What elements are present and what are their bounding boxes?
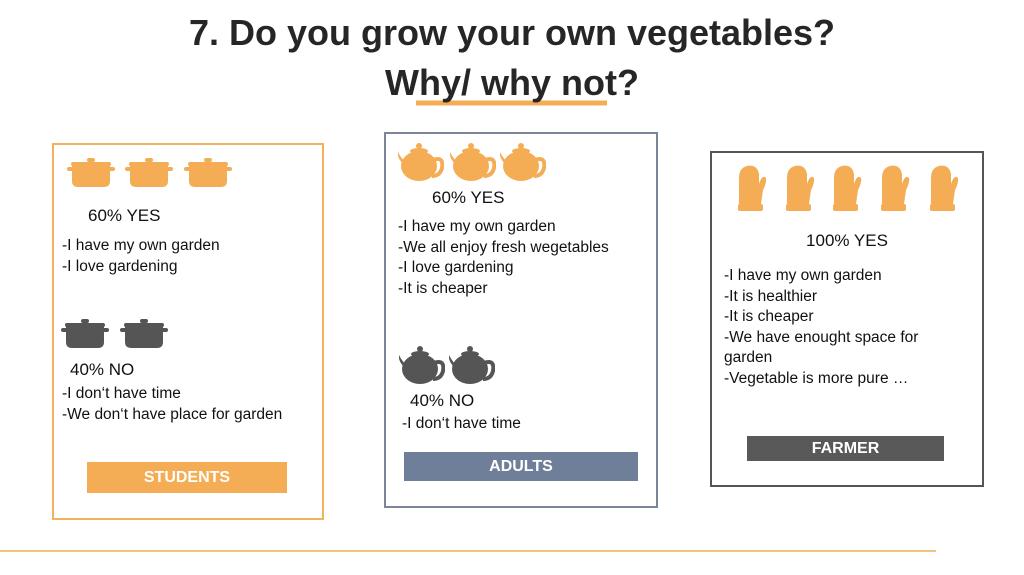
reason: -I don‘t have time <box>402 415 521 432</box>
no-percent: 40% NO <box>70 360 135 379</box>
title: 7. Do you grow your own vegetables? <box>188 12 836 53</box>
reason: -I have my own garden <box>62 237 220 254</box>
yes-percent: 100% YES <box>806 231 888 250</box>
reason: -I love gardening <box>398 259 514 276</box>
reason: -We don‘t have place for garden <box>62 405 283 423</box>
adults-panel <box>384 132 658 508</box>
reason: -We have enought space for garden <box>724 328 919 367</box>
reason: -We all enjoy fresh wegetables <box>398 238 609 256</box>
reason: -I love gardening <box>62 257 178 275</box>
reason: -Vegetable is more pure … <box>724 369 909 387</box>
no-percent: 40% NO <box>410 391 475 410</box>
yes-percent: 60% YES <box>432 188 505 207</box>
reason-list: -I have my own garden -We all enjoy fresh… <box>398 217 609 299</box>
farmer-panel <box>710 151 984 487</box>
reason: -I have my own garden <box>398 218 556 235</box>
students-panel <box>52 143 324 520</box>
group-label: ADULTS <box>404 452 638 481</box>
reason-list: -I have my own garden -I love gardening <box>62 236 220 277</box>
reason: -It is cheaper <box>398 279 488 297</box>
reason: -It is cheaper <box>724 308 814 325</box>
group-label: STUDENTS <box>87 462 287 493</box>
reason-list: -I have my own garden -It is healthier -It… <box>724 266 964 389</box>
group-label: FARMER <box>747 436 944 461</box>
reason-list: -I don‘t have time <box>402 414 521 435</box>
yes-percent: 60% YES <box>88 206 161 225</box>
reason: -I don‘t have time <box>62 385 181 402</box>
reason: -I have my own garden <box>724 267 882 284</box>
title: Why/ why not? <box>385 62 639 103</box>
yes-icons <box>67 142 959 211</box>
reason: -It is healthier <box>724 287 818 305</box>
reason-list: -I don‘t have time -We don‘t have place f… <box>62 384 282 425</box>
